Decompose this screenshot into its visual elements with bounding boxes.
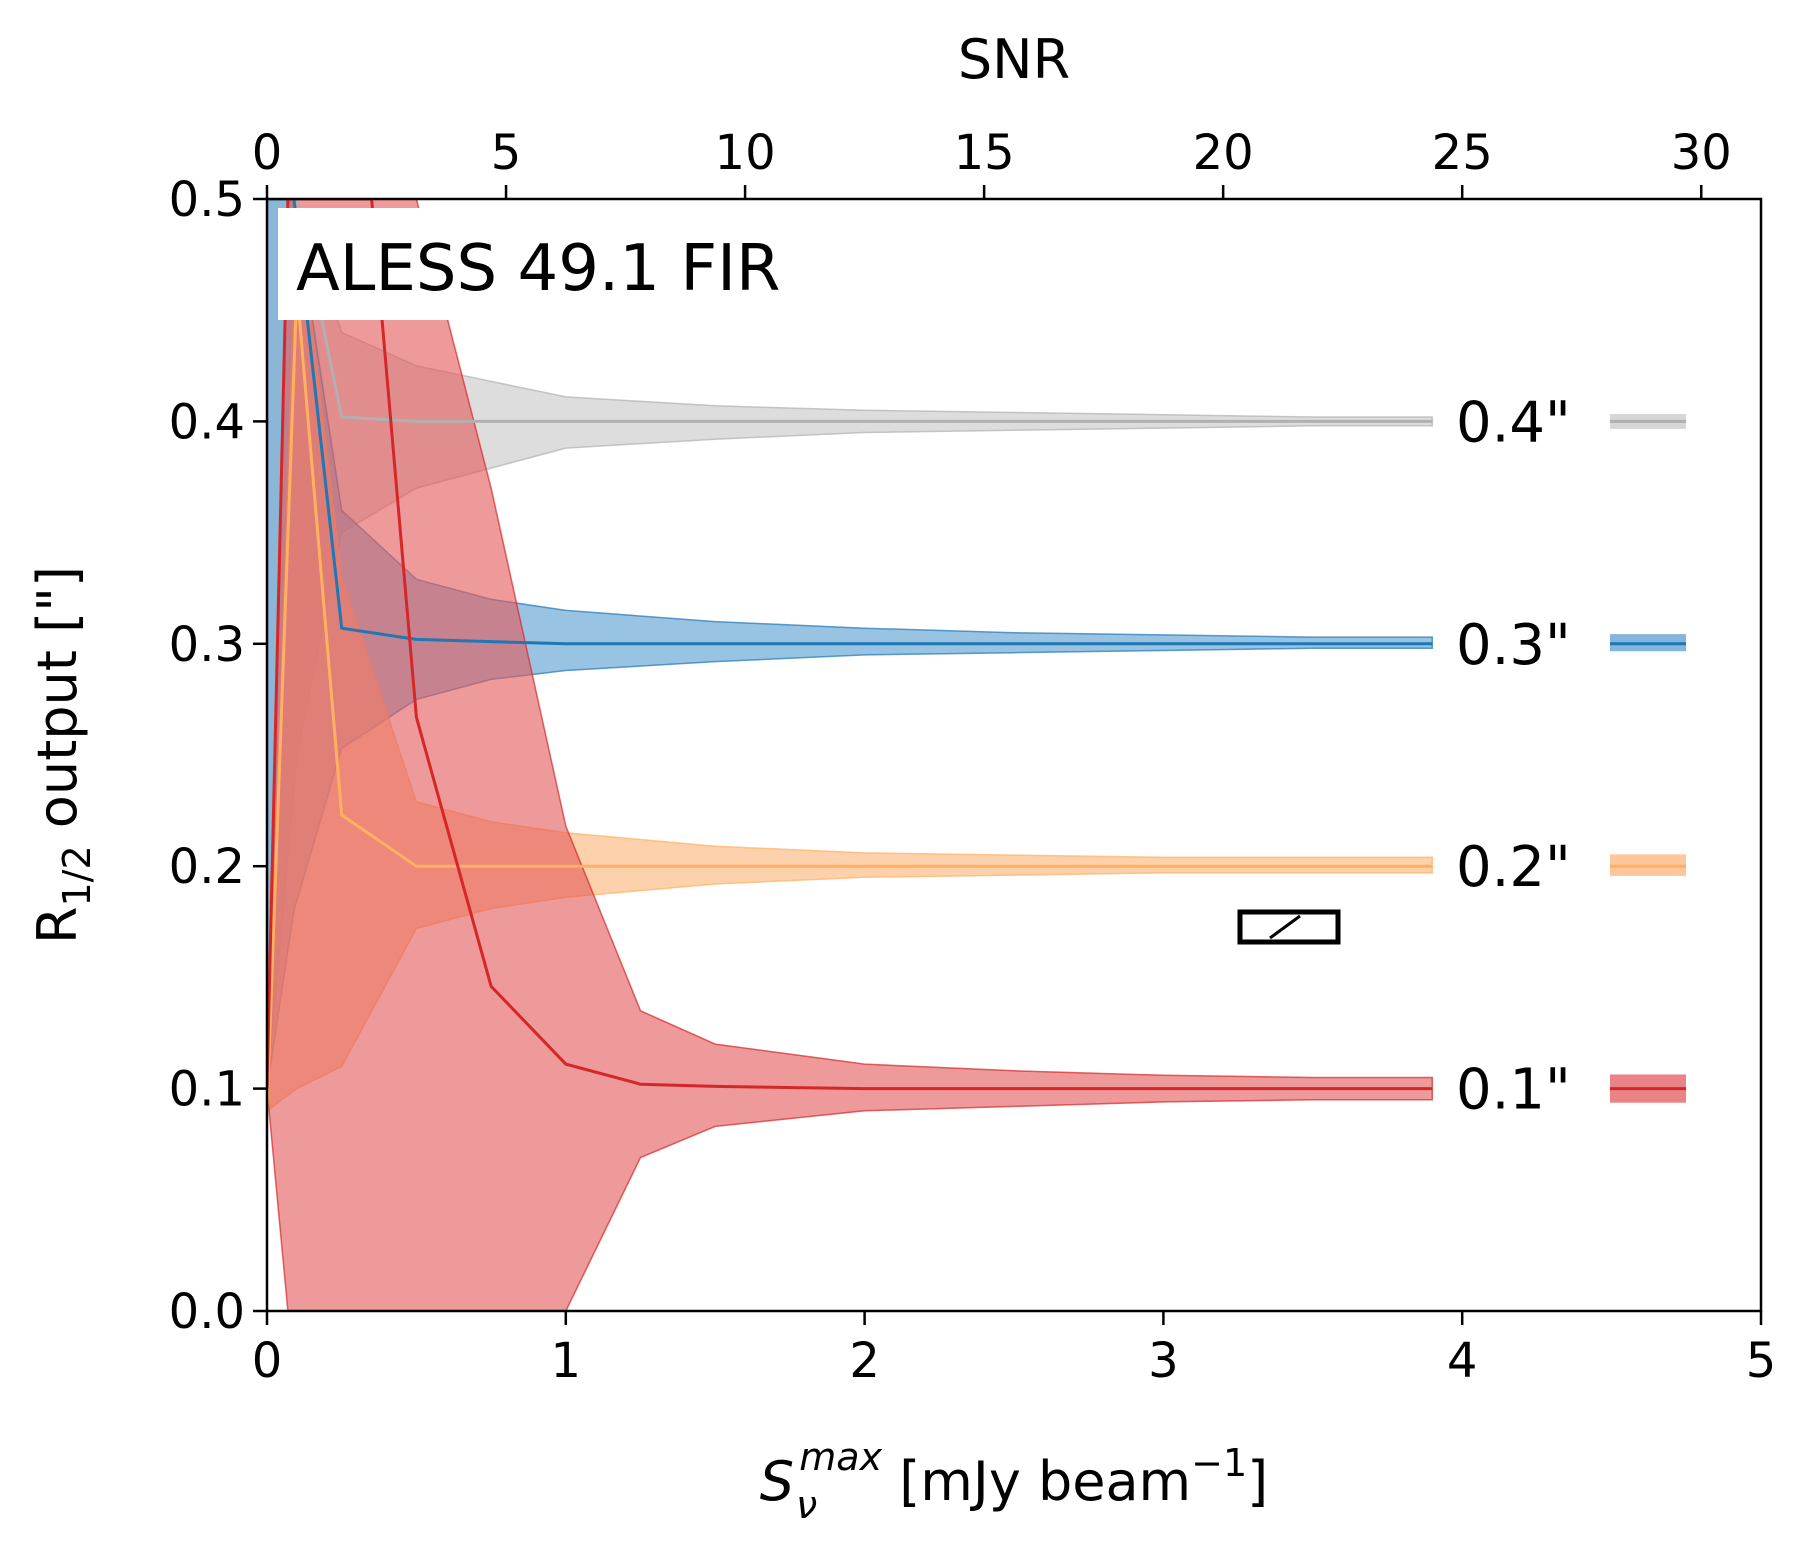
top-x-tick-label: 15: [954, 125, 1015, 181]
y-tick-label: 0.4: [169, 394, 245, 450]
plot-frame: [265, 197, 1763, 1313]
series-2-label-bg: [1436, 607, 1598, 680]
series-4-line: [267, 199, 1433, 1091]
y-axis-label: R1/2 output ["]: [26, 566, 99, 944]
axis-ticks: 0 1 2 3 4 50.00.10.20.30.40.50 5 10 15 20 25 30: [169, 125, 1777, 1389]
top-x-tick-label: 30: [1671, 125, 1732, 181]
series-2-line: [267, 199, 1433, 646]
series-4-label-bg: [1436, 1052, 1598, 1125]
x-axis-label: Sνmax [mJy beam−1]: [760, 1435, 1269, 1527]
x-tick-label: 1: [551, 1333, 582, 1389]
series-stubs: 0.4" 0.3" 0.2" 0.1": [1436, 385, 1686, 1125]
series-1-label: 0.4": [1456, 390, 1571, 455]
annotation-box: [278, 208, 814, 320]
series-1-line: [267, 199, 1433, 423]
annotation-text: ALESS 49.1 FIR: [296, 232, 780, 306]
y-tick-label: 0.2: [169, 839, 245, 895]
y-tick-label: 0.1: [169, 1062, 245, 1118]
x-tick-label: 2: [849, 1333, 880, 1389]
top-x-tick-label: 0: [252, 125, 283, 181]
series-2-label: 0.3": [1456, 613, 1571, 678]
beam-marker: [1237, 909, 1341, 945]
x-tick-label: 0: [252, 1333, 283, 1389]
series-lines: [267, 199, 1433, 1111]
series-3-label: 0.2": [1456, 835, 1571, 900]
x-tick-label: 5: [1746, 1333, 1777, 1389]
top-x-tick-label: 25: [1432, 125, 1493, 181]
series-1-label-bg: [1436, 385, 1598, 458]
top-x-tick-label: 20: [1193, 125, 1254, 181]
top-x-tick-label: 5: [491, 125, 522, 181]
x-tick-label: 3: [1148, 1333, 1179, 1389]
x-tick-label: 4: [1447, 1333, 1478, 1389]
series-3-line: [267, 287, 1433, 1111]
y-tick-label: 0.3: [169, 617, 245, 673]
series-4-label: 0.1": [1456, 1058, 1571, 1123]
top-x-axis-label: SNR: [958, 28, 1070, 91]
y-tick-label: 0.5: [169, 172, 245, 228]
y-tick-label: 0.0: [169, 1284, 245, 1340]
top-x-tick-label: 10: [715, 125, 776, 181]
series-3-label-bg: [1436, 830, 1598, 903]
